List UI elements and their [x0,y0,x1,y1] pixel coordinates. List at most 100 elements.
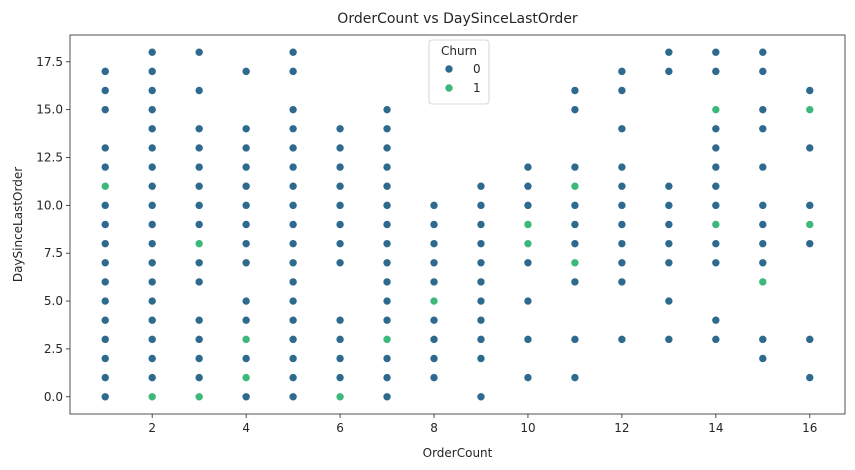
data-point-churn-1 [147,392,157,402]
data-point-churn-0 [429,201,439,210]
x-tick-label: 8 [430,421,438,435]
data-point-churn-0 [335,162,345,172]
data-point-churn-0 [523,258,533,268]
data-point-churn-0 [758,201,768,210]
data-point-churn-0 [194,201,204,210]
data-point-churn-0 [194,86,204,95]
data-point-churn-0 [147,354,157,363]
data-point-churn-0 [194,181,204,191]
data-point-churn-0 [147,239,157,248]
data-point-churn-0 [147,315,157,325]
data-point-churn-0 [523,162,533,172]
data-point-churn-0 [805,201,815,210]
data-point-churn-0 [100,258,110,268]
data-point-churn-1 [711,105,721,114]
data-points [100,47,815,402]
data-point-churn-1 [241,335,251,344]
data-point-churn-1 [711,220,721,229]
data-point-churn-0 [382,143,392,153]
data-point-churn-0 [382,124,392,134]
data-point-churn-0 [476,277,486,287]
data-point-churn-0 [570,105,580,114]
data-point-churn-0 [711,181,721,191]
data-point-churn-0 [335,181,345,191]
data-point-churn-0 [100,105,110,114]
data-point-churn-0 [523,296,533,306]
data-point-churn-0 [288,315,298,325]
plot-area [69,34,846,415]
data-point-churn-0 [241,354,251,363]
data-point-churn-0 [100,296,110,306]
data-point-churn-0 [476,181,486,191]
y-axis: 0.0 2.5 5.0 7.5 10.0 12.5 15.0 17.5 [36,55,70,404]
data-point-churn-0 [617,162,627,172]
data-point-churn-1 [382,335,392,344]
data-point-churn-0 [570,86,580,95]
x-tick-label: 12 [614,421,629,435]
data-point-churn-0 [758,258,768,268]
legend-title: Churn [441,44,477,58]
y-tick-label: 0.0 [44,390,63,404]
data-point-churn-0 [382,392,392,402]
data-point-churn-0 [805,143,815,153]
y-tick-label: 7.5 [44,246,63,260]
data-point-churn-0 [476,239,486,248]
data-point-churn-0 [570,335,580,344]
data-point-churn-0 [382,315,392,325]
data-point-churn-0 [711,162,721,172]
data-point-churn-0 [476,220,486,229]
x-tick-label: 16 [802,421,817,435]
data-point-churn-0 [288,239,298,248]
data-point-churn-0 [664,239,674,248]
data-point-churn-0 [147,105,157,114]
x-tick-label: 14 [708,421,723,435]
data-point-churn-0 [429,335,439,344]
legend-marker-churn-0 [444,64,454,74]
data-point-churn-0 [147,373,157,382]
data-point-churn-0 [758,162,768,172]
data-point-churn-0 [382,258,392,268]
data-point-churn-0 [711,239,721,248]
data-point-churn-0 [382,373,392,382]
data-point-churn-0 [100,67,110,76]
data-point-churn-1 [335,392,345,402]
data-point-churn-0 [664,220,674,229]
data-point-churn-0 [711,124,721,134]
y-tick-label: 10.0 [36,198,63,212]
data-point-churn-0 [288,162,298,172]
data-point-churn-0 [617,220,627,229]
data-point-churn-0 [711,315,721,325]
data-point-churn-0 [241,239,251,248]
data-point-churn-0 [335,124,345,134]
data-point-churn-0 [194,277,204,287]
data-point-churn-0 [476,315,486,325]
data-point-churn-0 [100,373,110,382]
data-point-churn-1 [523,220,533,229]
data-point-churn-0 [382,162,392,172]
data-point-churn-0 [476,258,486,268]
data-point-churn-0 [664,296,674,306]
data-point-churn-0 [523,201,533,210]
data-point-churn-0 [758,335,768,344]
data-point-churn-0 [429,315,439,325]
data-point-churn-0 [429,354,439,363]
data-point-churn-1 [570,258,580,268]
data-point-churn-0 [335,201,345,210]
data-point-churn-0 [523,181,533,191]
data-point-churn-0 [617,86,627,95]
data-point-churn-0 [100,335,110,344]
x-axis: 2 4 6 8 10 12 14 16 [148,414,817,435]
data-point-churn-0 [523,373,533,382]
data-point-churn-0 [194,354,204,363]
data-point-churn-0 [664,201,674,210]
y-tick-label: 5.0 [44,294,63,308]
data-point-churn-0 [711,47,721,57]
data-point-churn-0 [664,67,674,76]
data-point-churn-0 [100,392,110,402]
data-point-churn-0 [617,201,627,210]
data-point-churn-0 [335,258,345,268]
data-point-churn-0 [382,354,392,363]
data-point-churn-0 [335,143,345,153]
data-point-churn-1 [194,392,204,402]
